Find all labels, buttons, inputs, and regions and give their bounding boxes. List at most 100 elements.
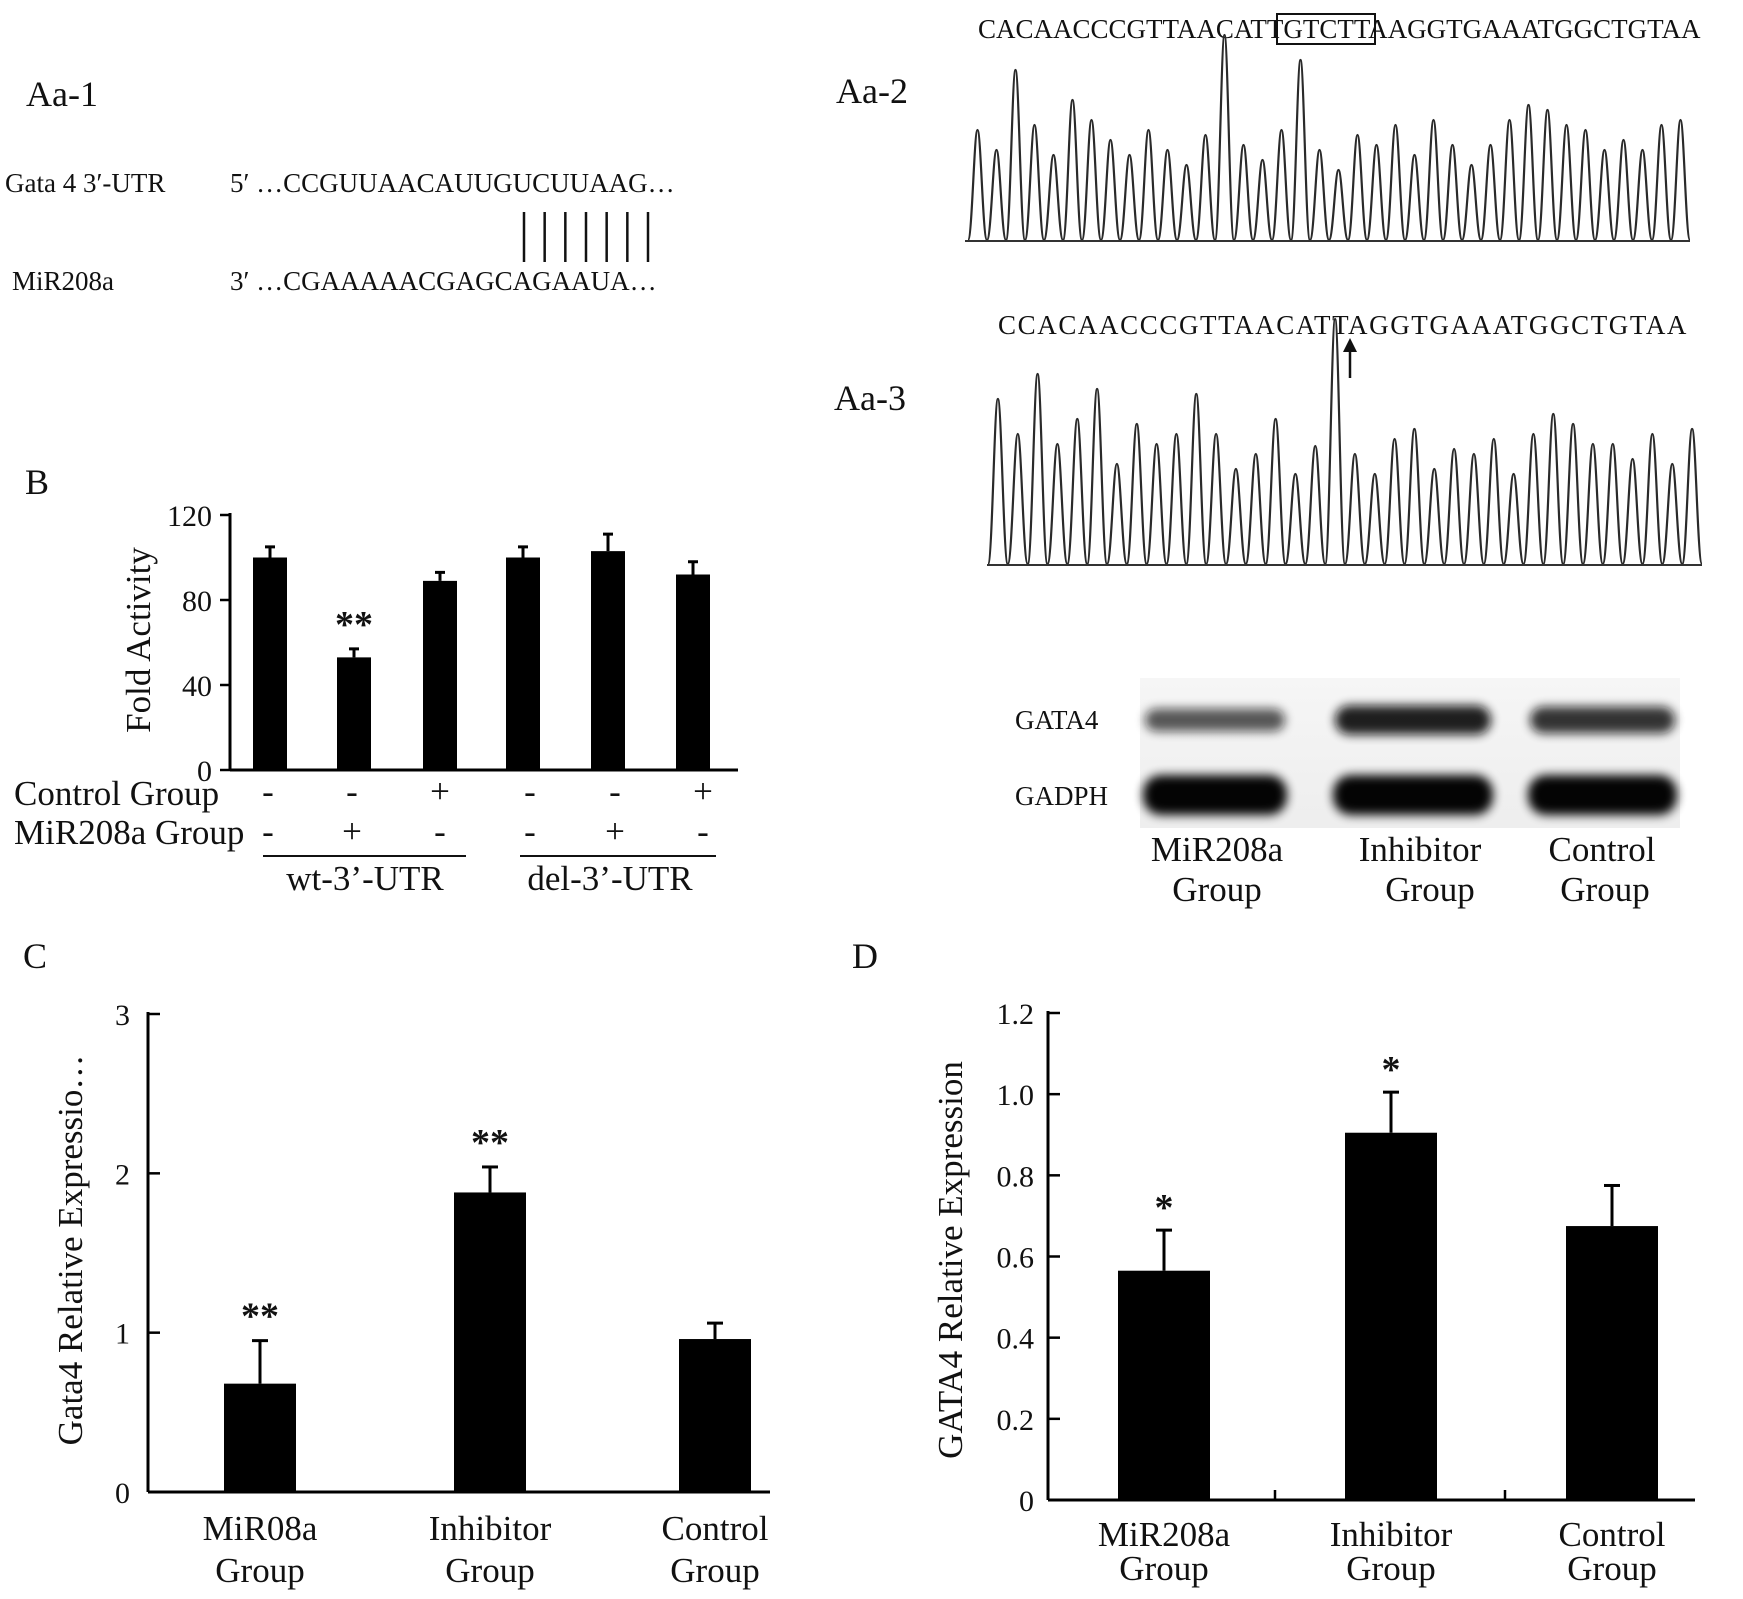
panel-aa3: Aa-3 CCACAACCCGTTAACATTAGGTGAAATGGCTGTAA bbox=[834, 310, 1704, 566]
d-y-tick-label: 1.2 bbox=[997, 998, 1035, 1031]
b-control-row-label: Control Group bbox=[14, 774, 219, 813]
d-category-label: Group bbox=[1567, 1549, 1656, 1588]
blot-lane-3-line2: Group bbox=[1560, 870, 1649, 909]
d-category-label: MiR208a bbox=[1098, 1515, 1231, 1554]
alignment-mir-seq: 3′ …CGAAAAACGAGCAGAAUA… bbox=[230, 266, 657, 296]
c-category-label: Group bbox=[215, 1551, 304, 1590]
d-bar bbox=[1118, 1270, 1210, 1500]
panel-label-aa2: Aa-2 bbox=[836, 71, 908, 111]
b-mir-sign: + bbox=[342, 812, 362, 851]
d-significance-label: * bbox=[1382, 1049, 1401, 1091]
b-control-sign: - bbox=[524, 772, 536, 811]
b-control-sign: - bbox=[346, 772, 358, 811]
c-bar bbox=[679, 1339, 751, 1492]
b-mir-sign: - bbox=[434, 812, 446, 851]
chart-c: 0123**MiR08aGroup**InhibitorGroupControl… bbox=[51, 999, 770, 1590]
c-bar bbox=[454, 1192, 526, 1492]
chart-d: 00.20.40.60.81.01.2*MiR208aGroup*Inhibit… bbox=[931, 998, 1695, 1588]
d-bar bbox=[1345, 1132, 1437, 1500]
blot-lane-1-line1: MiR208a bbox=[1151, 830, 1284, 869]
b-bar bbox=[591, 551, 625, 770]
c-category-label: Group bbox=[670, 1551, 759, 1590]
b-group2-label: del-3’-UTR bbox=[527, 859, 693, 898]
c-category-label: Inhibitor bbox=[429, 1509, 552, 1548]
blot-band-gata4: GATA4 bbox=[1015, 705, 1099, 735]
aa2-deletion-box bbox=[1276, 13, 1376, 45]
b-bar bbox=[423, 580, 457, 770]
panel-c: C 0123**MiR08aGroup**InhibitorGroupContr… bbox=[23, 936, 770, 1590]
blot-lane-3-line1: Control bbox=[1549, 830, 1656, 869]
blot-band-gapdh-lane bbox=[1143, 775, 1287, 815]
blot-bands bbox=[1143, 705, 1677, 815]
alignment-gata4-seq: 5′ …CCGUUAACAUUGUCUUAAG… bbox=[230, 168, 675, 198]
c-significance-label: ** bbox=[241, 1296, 279, 1338]
blot-band-gapdh-lane bbox=[1528, 775, 1677, 815]
d-y-tick-label: 0.8 bbox=[997, 1160, 1035, 1193]
d-y-tick-label: 0.6 bbox=[997, 1242, 1035, 1275]
blot-lane-1-line2: Group bbox=[1172, 870, 1261, 909]
panel-label-c: C bbox=[23, 936, 47, 976]
b-mir-sign: - bbox=[697, 812, 709, 851]
b-y-tick-label: 80 bbox=[182, 585, 212, 618]
b-mir-sign: + bbox=[605, 812, 625, 851]
d-y-axis-label: GATA4 Relative Expression bbox=[931, 1061, 970, 1459]
panel-western-blot: GATA4 GADPH MiR208a Group Inhibitor Grou… bbox=[1015, 678, 1680, 909]
c-bar bbox=[224, 1383, 296, 1492]
panel-label-b: B bbox=[25, 462, 49, 502]
c-y-tick-label: 0 bbox=[115, 1477, 130, 1510]
chromatogram-aa2-sequence: CACAACCCGTTAACATTGTCTTAAGGTGAAATGGCTGTAA bbox=[978, 14, 1701, 44]
b-y-tick-label: 120 bbox=[167, 500, 212, 533]
chromatogram-aa3-trace bbox=[986, 317, 1704, 566]
d-bar bbox=[1566, 1226, 1658, 1500]
d-category-label: Inhibitor bbox=[1330, 1515, 1453, 1554]
b-y-axis-label: Fold Activity bbox=[119, 547, 158, 733]
panel-label-aa3: Aa-3 bbox=[834, 378, 906, 418]
panel-label-aa1: Aa-1 bbox=[26, 74, 98, 114]
blot-band-gata4-lane bbox=[1530, 706, 1675, 734]
c-y-tick-label: 3 bbox=[115, 999, 130, 1032]
c-significance-label: ** bbox=[471, 1122, 509, 1164]
b-y-tick-label: 40 bbox=[182, 670, 212, 703]
blot-lane-2-line1: Inhibitor bbox=[1359, 830, 1482, 869]
blot-band-gata4-lane bbox=[1145, 708, 1285, 732]
b-mir-sign: - bbox=[262, 812, 274, 851]
b-bar bbox=[337, 657, 371, 770]
b-bar bbox=[676, 574, 710, 770]
d-y-tick-label: 1.0 bbox=[997, 1079, 1035, 1112]
blot-lane-2-line2: Group bbox=[1385, 870, 1474, 909]
blot-band-gapdh-lane bbox=[1333, 775, 1493, 815]
b-control-sign: - bbox=[609, 772, 621, 811]
c-y-axis-label: Gata4 Relative Expressio… bbox=[51, 1055, 90, 1446]
d-significance-label: * bbox=[1155, 1187, 1174, 1229]
d-category-label: Group bbox=[1119, 1549, 1208, 1588]
chromatogram-aa3-sequence: CCACAACCCGTTAACATTAGGTGAAATGGCTGTAA bbox=[998, 310, 1688, 340]
b-bar bbox=[506, 557, 540, 770]
d-y-tick-label: 0.4 bbox=[997, 1323, 1035, 1356]
alignment-pair-lines bbox=[522, 212, 650, 262]
panel-aa1: Aa-1 Gata 4 3′-UTR 5′ …CCGUUAACAUUGUCUUA… bbox=[5, 74, 675, 296]
b-sign-table: - - + - - +- + - - + - bbox=[262, 772, 713, 851]
panel-aa2: Aa-2 CACAACCCGTTAACATTGTCTTAAGGTGAAATGGC… bbox=[836, 13, 1701, 242]
b-control-sign: - bbox=[262, 772, 274, 811]
blot-band-gapdh: GADPH bbox=[1015, 781, 1108, 811]
alignment-gata4-name: Gata 4 3′-UTR bbox=[5, 168, 165, 198]
b-control-sign: + bbox=[430, 772, 450, 811]
b-mir-sign: - bbox=[524, 812, 536, 851]
b-mir-row-label: MiR208a Group bbox=[14, 813, 244, 852]
aa2-seq-boxed: GTCTTA bbox=[1283, 14, 1388, 44]
aa2-seq-after: AGGTGAAATGGCTGTAA bbox=[1388, 14, 1701, 44]
d-y-tick-label: 0 bbox=[1019, 1485, 1034, 1518]
aa2-seq-before: CACAACCCGTTAACATT bbox=[978, 14, 1284, 44]
panel-label-d: D bbox=[852, 936, 878, 976]
d-category-label: Group bbox=[1346, 1549, 1435, 1588]
c-y-tick-label: 2 bbox=[115, 1158, 130, 1191]
b-control-sign: + bbox=[693, 772, 713, 811]
b-bar bbox=[253, 557, 287, 770]
b-significance-label: ** bbox=[335, 604, 373, 646]
blot-band-gata4-lane bbox=[1335, 705, 1491, 735]
d-y-tick-label: 0.2 bbox=[997, 1404, 1035, 1437]
c-category-label: Group bbox=[445, 1551, 534, 1590]
